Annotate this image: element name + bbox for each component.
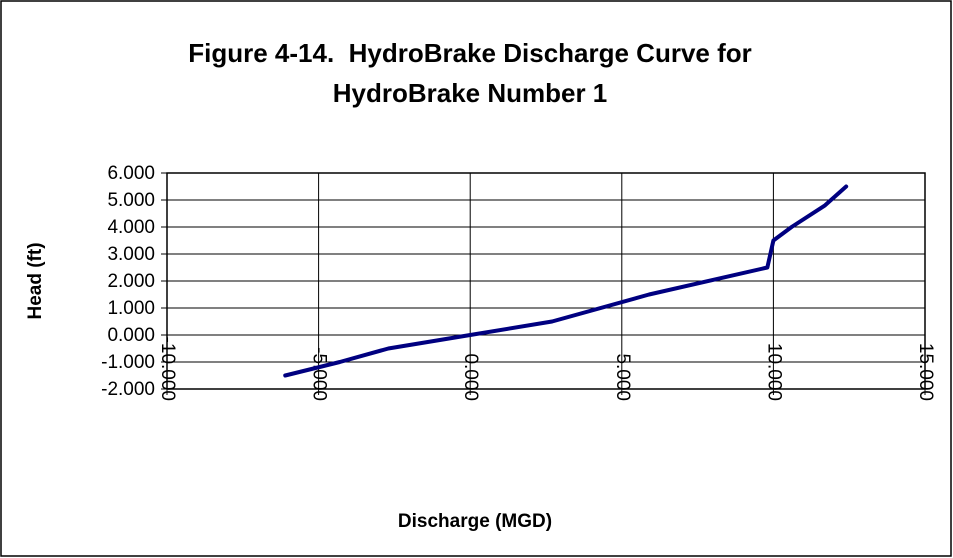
chart-title: Figure 4-14. HydroBrake Discharge Curve … xyxy=(188,38,752,68)
y-tick-label: 2.000 xyxy=(107,271,155,292)
y-tick-label: 5.000 xyxy=(107,190,155,211)
y-tick-label: 3.000 xyxy=(107,244,155,265)
data-line xyxy=(283,184,849,378)
y-tick-label: 6.000 xyxy=(107,163,155,184)
y-tick-label: -1.000 xyxy=(101,352,155,373)
y-tick-label: -2.000 xyxy=(101,379,155,400)
x-axis-label: Discharge (MGD) xyxy=(398,511,552,532)
y-tick-label: 0.000 xyxy=(107,325,155,346)
x-tick-label: 10.000 xyxy=(763,343,784,401)
x-tick-label: -5.000 xyxy=(309,347,330,401)
x-tick-label: 0.000 xyxy=(460,353,481,401)
plot-border xyxy=(166,172,926,390)
chart-title: HydroBrake Number 1 xyxy=(333,78,608,108)
y-tick-label: 1.000 xyxy=(107,298,155,319)
y-axis-label: Head (ft) xyxy=(25,242,46,319)
y-tick-label: 4.000 xyxy=(107,217,155,238)
x-tick-label: 5.000 xyxy=(612,353,633,401)
